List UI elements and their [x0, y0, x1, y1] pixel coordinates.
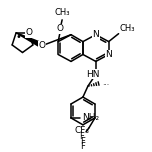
Text: O: O: [57, 24, 64, 33]
Text: CH₃: CH₃: [120, 24, 135, 33]
Text: F: F: [80, 137, 85, 146]
Text: NH₂: NH₂: [82, 113, 99, 122]
Text: F: F: [81, 142, 85, 151]
Text: F: F: [79, 132, 83, 141]
Polygon shape: [16, 33, 43, 48]
Text: ...: ...: [102, 78, 109, 87]
Text: O: O: [39, 41, 46, 50]
Text: N: N: [92, 30, 99, 39]
Text: CF₃: CF₃: [75, 126, 90, 135]
Text: O: O: [25, 28, 32, 37]
Text: CH₃: CH₃: [54, 8, 70, 17]
Text: •: •: [15, 32, 21, 42]
Text: N: N: [105, 50, 112, 59]
Text: HN: HN: [86, 70, 100, 79]
